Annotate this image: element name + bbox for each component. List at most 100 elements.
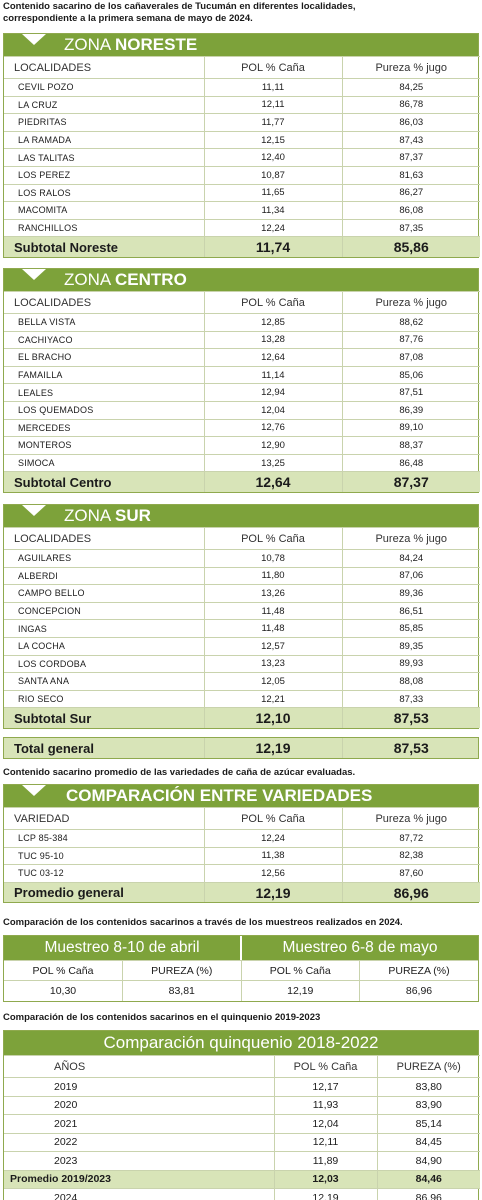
table-row: SIMOCA 13,25 86,48 [4,453,480,472]
pureza-value: 84,90 [376,1151,480,1170]
col-pureza: PUREZA (%) [376,1055,480,1078]
pureza-value: 88,37 [341,436,480,455]
localidad: LA COCHA [4,636,204,656]
table-row: LA CRUZ 12,11 86,78 [4,95,480,114]
zona-sur-table: ZONA SUR LOCALIDADES POL % Caña Pureza %… [3,504,480,729]
localidad: LOS CORDOBA [4,654,204,673]
pol-value: 11,48 [203,601,342,620]
year: 2024 [4,1188,274,1200]
pureza-value: 88,08 [341,672,480,691]
col-anios: AÑOS [4,1055,274,1078]
muestreos-band: Muestreo 8-10 de abril Muestreo 6-8 de m… [4,936,478,960]
pureza-value: 86,03 [341,113,480,132]
pureza-value: 87,08 [341,348,480,367]
variedades-band: COMPARACIÓN ENTRE VARIEDADES [4,785,478,807]
year: 2022 [4,1132,274,1152]
pol-value: 13,28 [203,330,342,349]
table-row: AGUILARES 10,78 84,24 [4,549,480,568]
pol-value: 12,19 [273,1188,377,1200]
zona-name: CENTRO [115,270,187,289]
col-pol: POL % Caña [203,807,342,830]
subtotal-label: Subtotal Sur [4,707,204,728]
pureza-value: 82,38 [341,846,480,865]
pol-value: 10,87 [203,165,342,185]
year: 2019 [4,1077,274,1096]
pol-value: 11,11 [203,78,342,97]
pol-value: 10,78 [203,549,342,568]
pol-value: 11,77 [203,113,342,132]
localidad: LOS RALOS [4,183,204,202]
pol-value: 11,48 [203,619,342,638]
localidad: LOS QUEMADOS [4,400,204,420]
band-notch [22,505,46,516]
table-row: LCP 85-384 12,24 87,72 [4,829,480,848]
table-row: 2024 12,19 86,96 [4,1188,480,1200]
pureza-value: 87,72 [341,829,480,848]
col-pol: POL % Caña [273,1055,377,1078]
table-row: TUC 03-12 12,56 87,60 [4,864,480,883]
localidad: LEALES [4,383,204,402]
header-row: LOCALIDADES POL % Caña Pureza % jugo [4,527,480,550]
subtotal-pol: 11,74 [203,236,342,257]
year: 2023 [4,1151,274,1170]
variedades-title-word: COMPARACIÓN [66,786,200,805]
variedades-title-rest: ENTRE VARIEDADES [199,786,373,805]
table-row: LOS QUEMADOS 12,04 86,39 [4,400,480,420]
pureza-value: 86,96 [376,1188,480,1200]
pol-value: 12,04 [203,400,342,420]
promedio-pureza: 86,96 [341,881,480,903]
promedio-pureza: 84,46 [376,1169,480,1189]
table-row: 2022 12,11 84,45 [4,1132,480,1152]
year: 2021 [4,1114,274,1133]
table-row: MONTEROS 12,90 88,37 [4,436,480,455]
pureza-value: 87,37 [341,148,480,167]
table-row: LA RAMADA 12,15 87,43 [4,130,480,149]
pureza-value: 84,25 [341,78,480,97]
pol-value: 12,90 [203,436,342,455]
zona-centro-band: ZONA CENTRO [4,269,478,291]
pureza-value: 81,63 [341,165,480,185]
table-row: 2020 11,93 83,90 [4,1095,480,1115]
col-localidades: LOCALIDADES [4,527,204,550]
pureza-value: 86,39 [341,400,480,420]
localidad: ALBERDI [4,566,204,585]
mayo-pureza: 86,96 [359,980,478,1001]
total-pol: 12,19 [203,738,342,758]
pol-value: 11,34 [203,201,342,220]
zona-word: ZONA [64,506,116,525]
table-row: INGAS 11,48 85,85 [4,619,480,638]
band-notch [22,34,46,45]
subtotal-pureza: 85,86 [341,236,480,257]
pureza-value: 87,33 [341,689,480,708]
pureza-value: 85,06 [341,365,480,384]
pol-value: 11,14 [203,365,342,384]
pureza-value: 89,10 [341,418,480,437]
quinquenio-band: Comparación quinquenio 2018-2022 [4,1031,478,1055]
band-notch [22,785,46,796]
subtotal-row: Subtotal Centro 12,64 87,37 [4,471,480,492]
pol-value: 12,64 [203,348,342,367]
zona-word: ZONA [64,35,116,54]
pureza-value: 86,78 [341,95,480,114]
localidad: CAMPO BELLO [4,584,204,603]
pol-value: 13,25 [203,453,342,472]
pureza-value: 83,80 [376,1077,480,1096]
subtotal-label: Subtotal Centro [4,471,204,492]
localidad: RIO SECO [4,689,204,708]
pol-value: 11,89 [273,1151,377,1170]
pol-value: 12,04 [273,1114,377,1133]
table-row: LOS PEREZ 10,87 81,63 [4,165,480,185]
localidad: BELLA VISTA [4,313,204,332]
abril-pureza: 83,81 [122,980,241,1001]
caption-variedades: Contenido sacarino promedio de las varie… [3,767,356,778]
col-pol: POL % Caña [203,291,342,314]
caption-muestreos: Comparación de los contenidos sacarinos … [3,917,403,928]
pol-value: 12,24 [203,829,342,848]
localidad: SIMOCA [4,453,204,472]
table-row: 2021 12,04 85,14 [4,1114,480,1133]
header-row: LOCALIDADES POL % Caña Pureza % jugo [4,56,480,79]
pol-value: 12,40 [203,148,342,167]
pureza-value: 83,90 [376,1095,480,1115]
quinquenio-table: Comparación quinquenio 2018-2022 AÑOS PO… [3,1030,480,1200]
localidad: SANTA ANA [4,672,204,691]
